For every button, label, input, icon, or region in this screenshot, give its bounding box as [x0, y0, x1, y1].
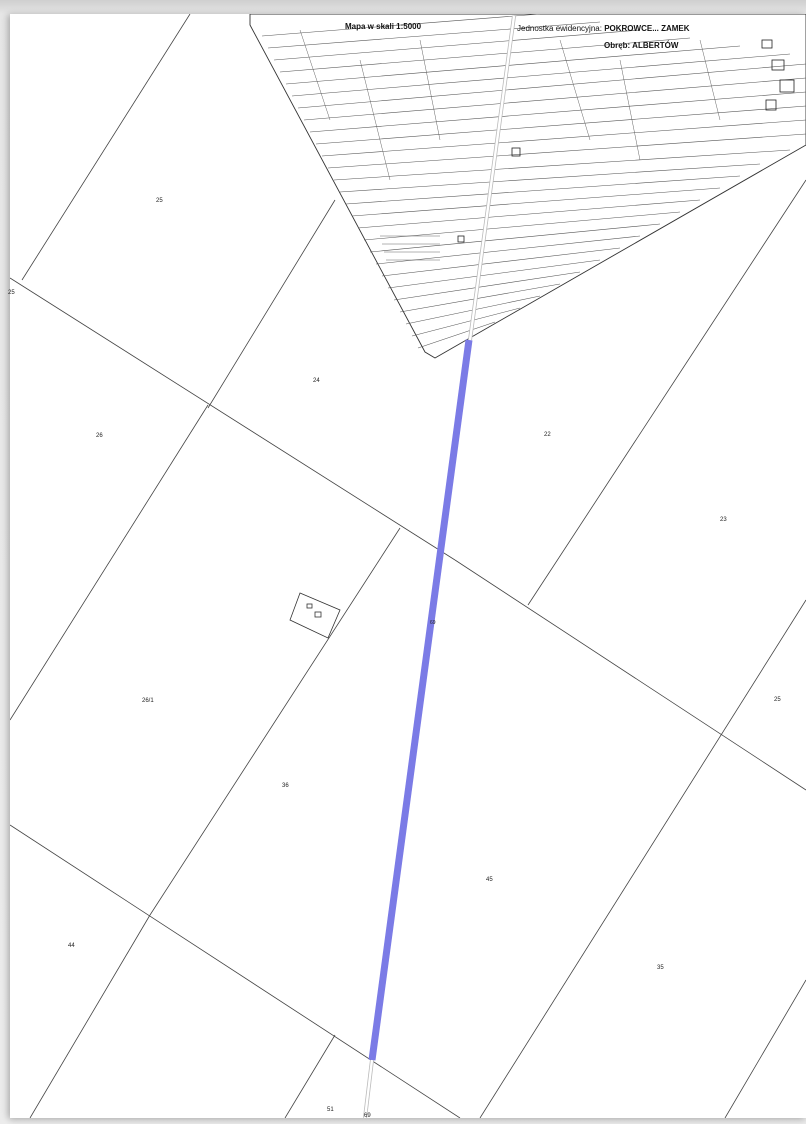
- route-highlight[interactable]: [368, 339, 473, 1061]
- route-label: 69: [430, 620, 436, 626]
- dense-parcel-area: [249, 14, 806, 359]
- parcel-label: 25: [8, 290, 15, 296]
- building-outline: [289, 592, 341, 639]
- dense-hatch-lines: [261, 14, 806, 349]
- parcel-label: 35: [657, 965, 664, 971]
- map-sheet[interactable]: [10, 14, 806, 1118]
- registry-unit-value: POKROWCE... ZAMEK: [604, 24, 690, 33]
- parcel-label: 26/1: [142, 698, 154, 704]
- parcel-label: 26: [96, 433, 103, 439]
- parcel-label: 25: [774, 697, 781, 703]
- district: Obręb: ALBERTÓW: [604, 41, 678, 50]
- district-label: Obręb:: [604, 41, 631, 50]
- dense-cross-lines: [299, 29, 721, 261]
- registry-unit: Jednostka ewidencyjna: POKROWCE... ZAMEK: [517, 24, 690, 33]
- parcel-label: 69: [364, 1113, 371, 1119]
- parcel-label: 45: [486, 877, 493, 883]
- dense-buildings: [457, 39, 795, 243]
- parcel-label: 23: [720, 517, 727, 523]
- parcel-boundaries: [10, 14, 806, 1118]
- parcel-label: 22: [544, 432, 551, 438]
- registry-unit-label: Jednostka ewidencyjna:: [517, 24, 602, 33]
- parcel-label: 44: [68, 943, 75, 949]
- district-value: ALBERTÓW: [632, 41, 679, 50]
- parcel-label: 25: [156, 198, 163, 204]
- parcel-label: 36: [282, 783, 289, 789]
- cadastral-map: [10, 14, 806, 1118]
- parcel-label: 24: [313, 378, 320, 384]
- parcel-label: 51: [327, 1107, 334, 1113]
- road-track: [363, 15, 516, 1118]
- map-scale-title: Mapa w skali 1:5000: [345, 22, 422, 31]
